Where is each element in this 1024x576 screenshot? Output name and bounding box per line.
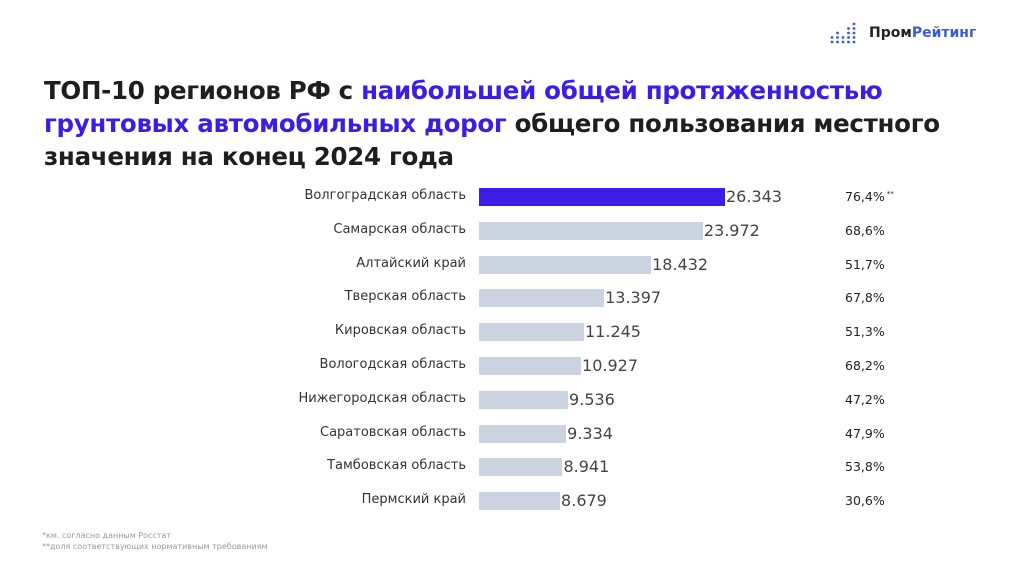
share-label: 47,2% <box>845 392 885 407</box>
category-label: Алтайский край <box>356 255 466 271</box>
share-label: 51,3% <box>845 324 885 339</box>
bar <box>479 323 584 342</box>
title-highlight: наибольшей общей протяженностью грунтовы… <box>44 76 883 138</box>
logo: ПромРейтинг <box>829 22 976 44</box>
share-label: 47,9% <box>845 426 885 441</box>
bar <box>479 390 569 409</box>
footnotes: *км. согласно данным Росстат **доля соот… <box>42 530 268 552</box>
share-label: 76,4% ** <box>845 189 894 204</box>
share-value: 67,8% <box>845 290 885 306</box>
share-value: 30,6% <box>845 493 885 509</box>
bar <box>479 492 561 511</box>
share-value: 47,9% <box>845 425 885 441</box>
page-title: ТОП-10 регионов РФ с наибольшей общей пр… <box>44 76 940 171</box>
share-value: 68,6% <box>845 222 885 238</box>
share-value: 53,8% <box>845 459 885 475</box>
share-label: 68,2% <box>845 358 885 373</box>
logo-text: ПромРейтинг <box>869 25 977 41</box>
bar <box>479 424 567 443</box>
category-label: Волгоградская область <box>304 188 466 203</box>
category-label: Самарская область <box>333 221 466 237</box>
bar <box>479 458 563 477</box>
value-label: 11.245 <box>585 322 641 342</box>
bar <box>479 221 703 240</box>
value-label: 26.343 <box>726 187 782 206</box>
logo-dots-icon <box>830 22 856 44</box>
share-label: 51,7% <box>845 257 885 272</box>
share-label: 67,8% <box>845 290 885 305</box>
category-label: Пермский край <box>361 492 466 508</box>
value-label: 8.679 <box>561 491 607 511</box>
category-label: Кировская область <box>334 323 466 339</box>
share-label: 30,6% <box>845 493 885 508</box>
footnote-2: **доля соответствующих нормативным требо… <box>42 542 268 551</box>
share-value: 51,7% <box>845 256 885 272</box>
share-value: 51,3% <box>845 324 885 340</box>
bar <box>479 255 652 274</box>
value-label: 10.927 <box>582 356 639 375</box>
bar <box>479 188 725 206</box>
category-label: Вологодская область <box>319 357 466 372</box>
value-label: 23.972 <box>703 220 760 240</box>
category-label: Тверская область <box>344 289 466 305</box>
bar <box>479 357 582 375</box>
share-value: 68,2% <box>845 358 885 373</box>
category-label: Тамбовская область <box>327 458 466 474</box>
value-label: 9.334 <box>567 423 613 443</box>
share-footnote-marker: ** <box>886 189 894 198</box>
share-value: 76,4% <box>845 189 885 204</box>
bar <box>479 289 605 308</box>
value-label: 18.432 <box>652 254 709 274</box>
share-label: 68,6% <box>845 223 885 238</box>
share-label: 53,8% <box>845 459 885 474</box>
value-label: 13.397 <box>605 288 662 308</box>
value-label: 8.941 <box>563 457 610 477</box>
category-label: Саратовская область <box>320 424 466 440</box>
value-label: 9.536 <box>569 389 615 409</box>
share-value: 47,2% <box>845 391 885 407</box>
category-label: Нижегородская область <box>298 390 466 406</box>
footnote-1: *км. согласно данным Росстат <box>42 531 172 540</box>
